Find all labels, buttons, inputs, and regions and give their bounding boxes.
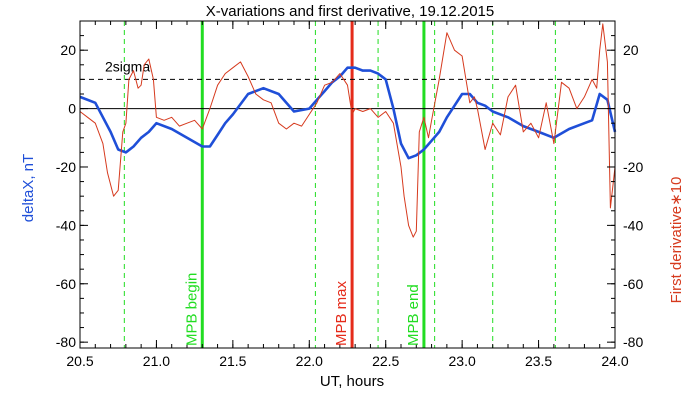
deltax-series-line [79, 66, 617, 160]
y-tick-label-left: -80 [56, 334, 76, 350]
y-tick-label-left: -60 [56, 276, 76, 292]
plot-frame [79, 20, 616, 349]
y-tick-label-right: 0 [623, 101, 631, 117]
y-tick-label-right: -40 [623, 217, 643, 233]
vertical-marker-label: MPB max [333, 280, 350, 346]
y-tick-label-left: 0 [68, 101, 76, 117]
threshold-layer: 2sigma [80, 58, 615, 80]
x-tick-label: 21.5 [219, 353, 246, 369]
x-tick-label: 23.5 [525, 353, 552, 369]
x-axis-label: UT, hours [320, 373, 384, 390]
x-tick-label: 22.0 [296, 353, 323, 369]
vertical-marker-label: MPB begin [183, 273, 200, 346]
y-tick-label-right: -80 [623, 334, 643, 350]
chart-title: X-variations and first derivative, 19.12… [206, 3, 495, 20]
y-tick-label-left: -40 [56, 217, 76, 233]
threshold-label: 2sigma [105, 58, 150, 74]
y-tick-label-right: -20 [623, 159, 643, 175]
derivative-series-line [79, 23, 616, 238]
y-axis-right-label: First derivative∗10 [668, 177, 685, 304]
series-layer [79, 23, 617, 238]
markers-layer [123, 21, 556, 348]
labels-layer: MPB begin MPB max MPB end [183, 273, 422, 346]
axes-layer: 20.5 21.0 21.5 22.0 22.5 23.0 23.5 24.0 -80 -80 -6… [56, 20, 643, 369]
x-tick-label: 24.0 [601, 353, 628, 369]
x-tick-label: 21.0 [143, 353, 170, 369]
x-tick-label: 22.5 [372, 353, 399, 369]
y-tick-label-right: -60 [623, 276, 643, 292]
y-tick-label-right: 20 [623, 42, 639, 58]
x-tick-label: 20.5 [66, 353, 93, 369]
y-tick-label-left: -20 [56, 159, 76, 175]
y-tick-label-left: 20 [60, 42, 76, 58]
y-axis-left-label: deltaX, nT [20, 154, 37, 222]
vertical-marker-label: MPB end [405, 284, 422, 346]
x-tick-label: 23.0 [449, 353, 476, 369]
